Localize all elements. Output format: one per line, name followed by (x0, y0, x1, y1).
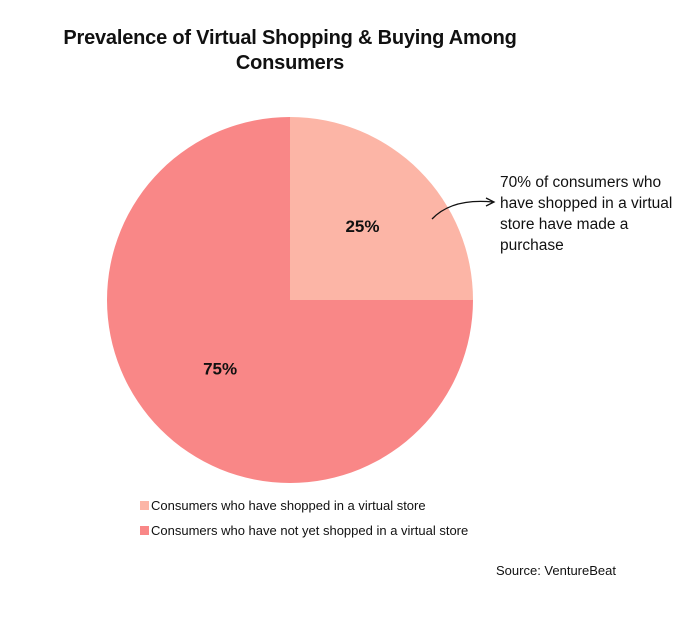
legend-label-shopped: Consumers who have shopped in a virtual … (151, 497, 426, 513)
chart-title: Prevalence of Virtual Shopping & Buying … (63, 27, 517, 74)
pie-slice-not-shopped (107, 117, 473, 483)
legend-swatch-not-shopped (140, 525, 149, 535)
chart-annotation: 70% of consumers who have shopped in a v… (500, 174, 673, 254)
slice-value-label-shopped: 25% (345, 217, 379, 236)
annotation-arrow (431, 200, 494, 220)
legend-item-shopped: Consumers who have shopped in a virtual … (140, 494, 468, 516)
source-credit: Source: VentureBeat (496, 563, 616, 578)
pie-slice-shopped (290, 117, 473, 300)
legend-item-not-shopped: Consumers who have not yet shopped in a … (140, 519, 468, 541)
slice-value-label-not-shopped: 75% (203, 359, 237, 378)
legend-label-not-shopped: Consumers who have not yet shopped in a … (151, 522, 469, 538)
legend-swatch-shopped (140, 500, 149, 510)
chart-legend: Consumers who have shopped in a virtual … (140, 494, 468, 544)
annotation-arrowhead (485, 197, 496, 207)
